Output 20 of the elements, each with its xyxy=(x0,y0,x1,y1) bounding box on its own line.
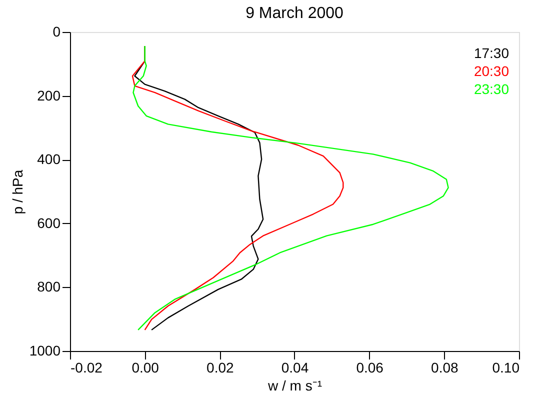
x-tick-label: -0.02 xyxy=(70,360,103,376)
y-tick-label: 0 xyxy=(52,24,61,40)
y-tick-label: 1000 xyxy=(29,342,61,358)
y-tick-label: 400 xyxy=(37,151,61,168)
x-tick-label: 0.02 xyxy=(206,360,234,376)
x-tick-label: 0.04 xyxy=(281,360,309,376)
y-tick-label: 800 xyxy=(37,278,61,295)
y-tick-label: 200 xyxy=(37,87,61,104)
x-axis-title: w / m s⁻¹ xyxy=(267,378,322,394)
x-tick-label: 0.08 xyxy=(431,360,459,376)
chart-title: 9 March 2000 xyxy=(246,5,344,22)
x-tick-label: 0.06 xyxy=(356,360,384,376)
y-axis-title: p / hPa xyxy=(9,170,26,214)
text: 20:30 xyxy=(474,63,510,79)
x-tick-label: 0.10 xyxy=(492,360,520,376)
x-tick-label: 0.00 xyxy=(132,360,160,376)
line-series xyxy=(132,45,449,331)
y-tick-label: 600 xyxy=(37,214,61,231)
text: 23:30 xyxy=(474,81,510,97)
text: 17:30 xyxy=(474,45,510,61)
